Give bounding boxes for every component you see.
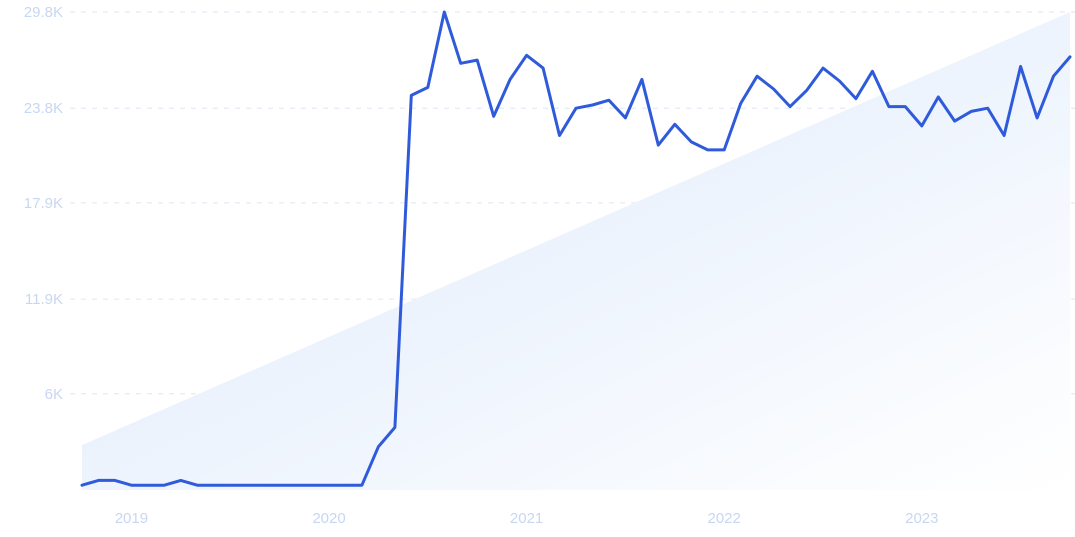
y-axis-ticks: 6K 11.9K 17.9K 23.8K 29.8K <box>24 4 63 403</box>
x-axis-ticks: 2019 2020 2021 2022 2023 <box>115 510 939 527</box>
x-tick-label: 2022 <box>708 510 741 527</box>
y-tick-label: 11.9K <box>25 291 63 308</box>
x-tick-label: 2021 <box>510 510 543 527</box>
y-tick-label: 6K <box>45 386 63 403</box>
x-tick-label: 2020 <box>312 510 345 527</box>
y-tick-label: 29.8K <box>24 4 63 21</box>
series-line-layer <box>80 10 1072 487</box>
trend-band <box>82 12 1070 490</box>
x-tick-label: 2019 <box>115 510 148 527</box>
trend-band-area <box>82 12 1070 490</box>
y-tick-label: 23.8K <box>24 100 63 117</box>
x-tick-label: 2023 <box>905 510 938 527</box>
y-tick-label: 17.9K <box>24 195 63 212</box>
